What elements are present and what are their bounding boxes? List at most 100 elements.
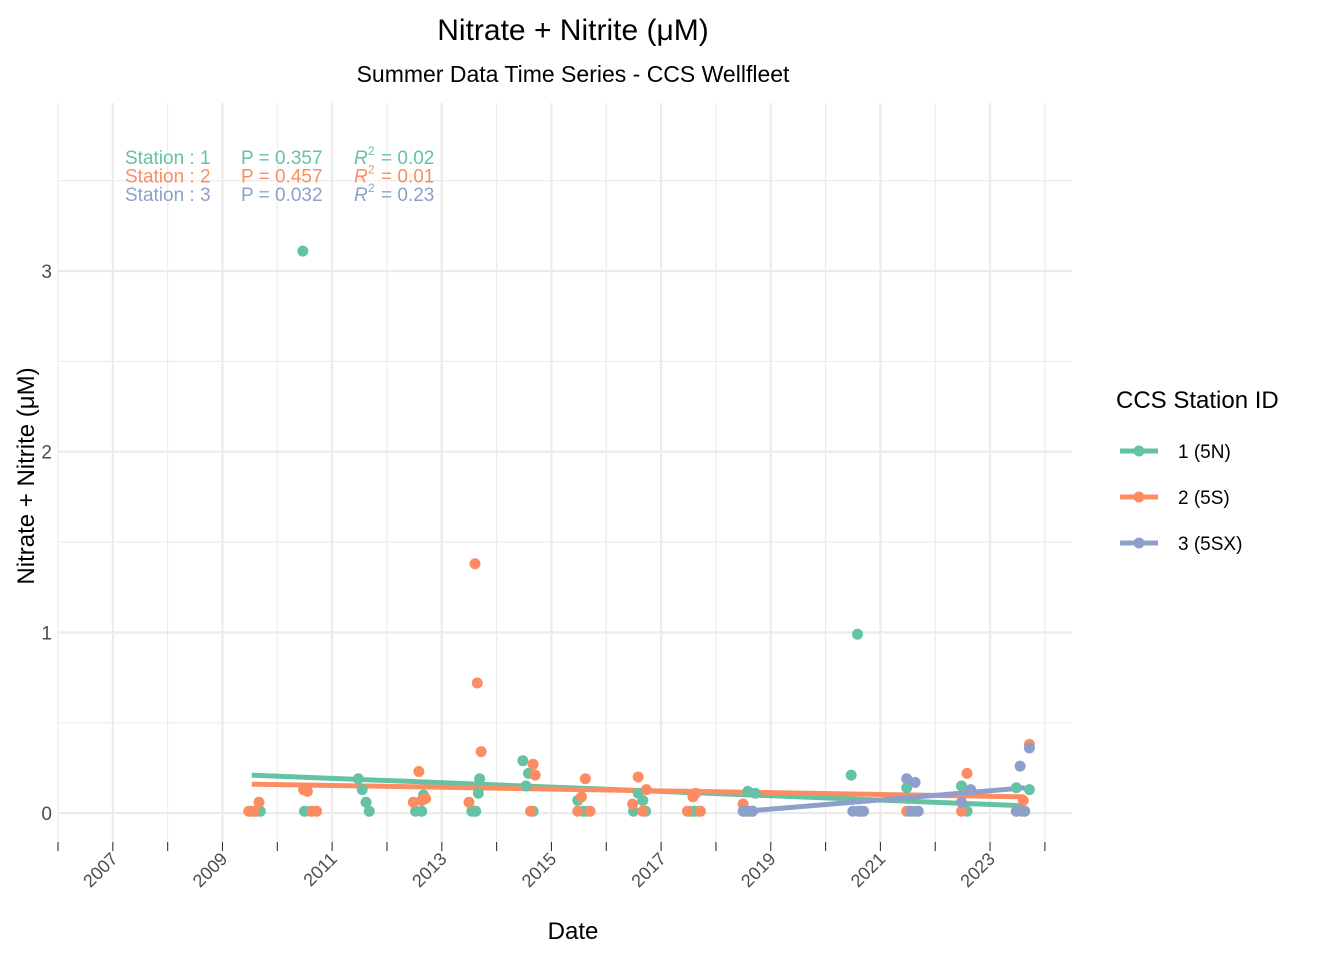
data-point [407, 796, 419, 808]
stats-r-squared-symbol: R [354, 185, 368, 206]
data-point [463, 796, 475, 808]
x-axis-tick-labels: 2007 2009 2011 2013 2015 2017 2019 2021 2023 [79, 849, 999, 891]
data-point [694, 805, 706, 817]
data-point [420, 793, 432, 805]
legend-key-point [1133, 491, 1145, 503]
stats-r-squared-value: = 0.01 [381, 167, 434, 188]
x-tick-label: 2017 [627, 849, 669, 891]
data-point [632, 771, 644, 783]
data-point [1019, 805, 1031, 817]
y-tick-label: 2 [41, 443, 52, 464]
stats-r-squared-exponent: 2 [368, 144, 375, 158]
stats-r-squared-exponent: 2 [368, 181, 375, 195]
data-point [575, 791, 587, 803]
data-point [517, 755, 529, 767]
data-point [527, 758, 539, 770]
data-point [1017, 794, 1029, 806]
data-point [525, 805, 537, 817]
stats-r-squared-value: = 0.02 [381, 148, 434, 169]
grid-major [58, 103, 1072, 842]
data-point [1023, 742, 1035, 754]
y-tick-label: 1 [41, 623, 52, 644]
x-axis-label: Date [548, 918, 599, 945]
data-point [579, 773, 591, 785]
data-point [248, 805, 260, 817]
x-tick-label: 2011 [299, 849, 341, 891]
data-point [360, 796, 372, 808]
data-point [301, 785, 313, 797]
data-point [909, 776, 921, 788]
y-axis-label: Nitrate + Nitrite (μM) [13, 367, 40, 584]
data-point [311, 805, 323, 817]
x-tick-label: 2015 [518, 849, 560, 891]
legend-entry-label: 2 (5S) [1178, 488, 1230, 509]
data-point [956, 796, 968, 808]
data-point [627, 798, 639, 810]
x-tick-label: 2023 [956, 849, 998, 891]
data-point [965, 784, 977, 796]
data-point [475, 746, 487, 758]
legend-key-point [1133, 445, 1145, 457]
x-axis-ticks [57, 842, 1046, 851]
stats-p-value: P = 0.457 [241, 167, 323, 188]
data-point [637, 805, 649, 817]
legend-title: CCS Station ID [1116, 387, 1279, 414]
data-point [363, 805, 375, 817]
data-points [243, 245, 1035, 817]
data-point [297, 245, 309, 257]
legend-entry-label: 1 (5N) [1178, 442, 1231, 463]
x-tick-label: 2013 [408, 849, 450, 891]
stats-station-label: Station : 2 [125, 167, 211, 188]
legend: 1 (5N) 2 (5S) 3 (5SX) [1120, 442, 1242, 555]
data-point [857, 805, 869, 817]
data-point [413, 766, 425, 778]
data-point [851, 628, 863, 640]
data-point [690, 787, 702, 799]
data-point [1010, 782, 1022, 794]
data-point [520, 780, 532, 792]
stats-station-label: Station : 3 [125, 185, 211, 206]
chart-subtitle: Summer Data Time Series - CCS Wellfleet [357, 61, 790, 87]
data-point [470, 805, 482, 817]
data-point [640, 784, 652, 796]
data-point [352, 773, 364, 785]
data-point [1010, 805, 1022, 817]
x-tick-label: 2009 [189, 849, 231, 891]
data-point [356, 784, 368, 796]
stats-p-value: P = 0.032 [241, 185, 323, 206]
data-point [416, 805, 428, 817]
y-tick-label: 3 [41, 262, 52, 283]
data-point [472, 787, 484, 799]
data-point [912, 805, 924, 817]
data-point [961, 767, 973, 779]
data-point [529, 769, 541, 781]
data-point [901, 782, 913, 794]
legend-entry-label: 3 (5SX) [1178, 534, 1242, 555]
stats-r-squared-symbol: R [354, 148, 368, 169]
data-point [901, 773, 913, 785]
x-tick-label: 2007 [79, 849, 121, 891]
data-point [474, 773, 486, 785]
data-point [469, 558, 481, 570]
stats-p-value: P = 0.357 [241, 148, 323, 169]
data-point [637, 794, 649, 806]
grid-minor [57, 103, 1072, 842]
x-tick-label: 2021 [847, 849, 889, 891]
data-point [471, 677, 483, 689]
data-point [253, 796, 265, 808]
stats-r-squared-value: = 0.23 [381, 185, 434, 206]
chart-title: Nitrate + Nitrite (μM) [437, 14, 708, 47]
data-point [746, 805, 758, 817]
legend-key-point [1133, 537, 1145, 549]
data-point [956, 780, 968, 792]
data-point [845, 769, 857, 781]
data-point [572, 805, 584, 817]
stats-r-squared-exponent: 2 [368, 163, 375, 177]
trend-line [745, 785, 1025, 814]
stats-r-squared-symbol: R [354, 167, 368, 188]
data-point [681, 805, 693, 817]
x-tick-label: 2019 [737, 849, 779, 891]
data-point [1014, 760, 1026, 772]
